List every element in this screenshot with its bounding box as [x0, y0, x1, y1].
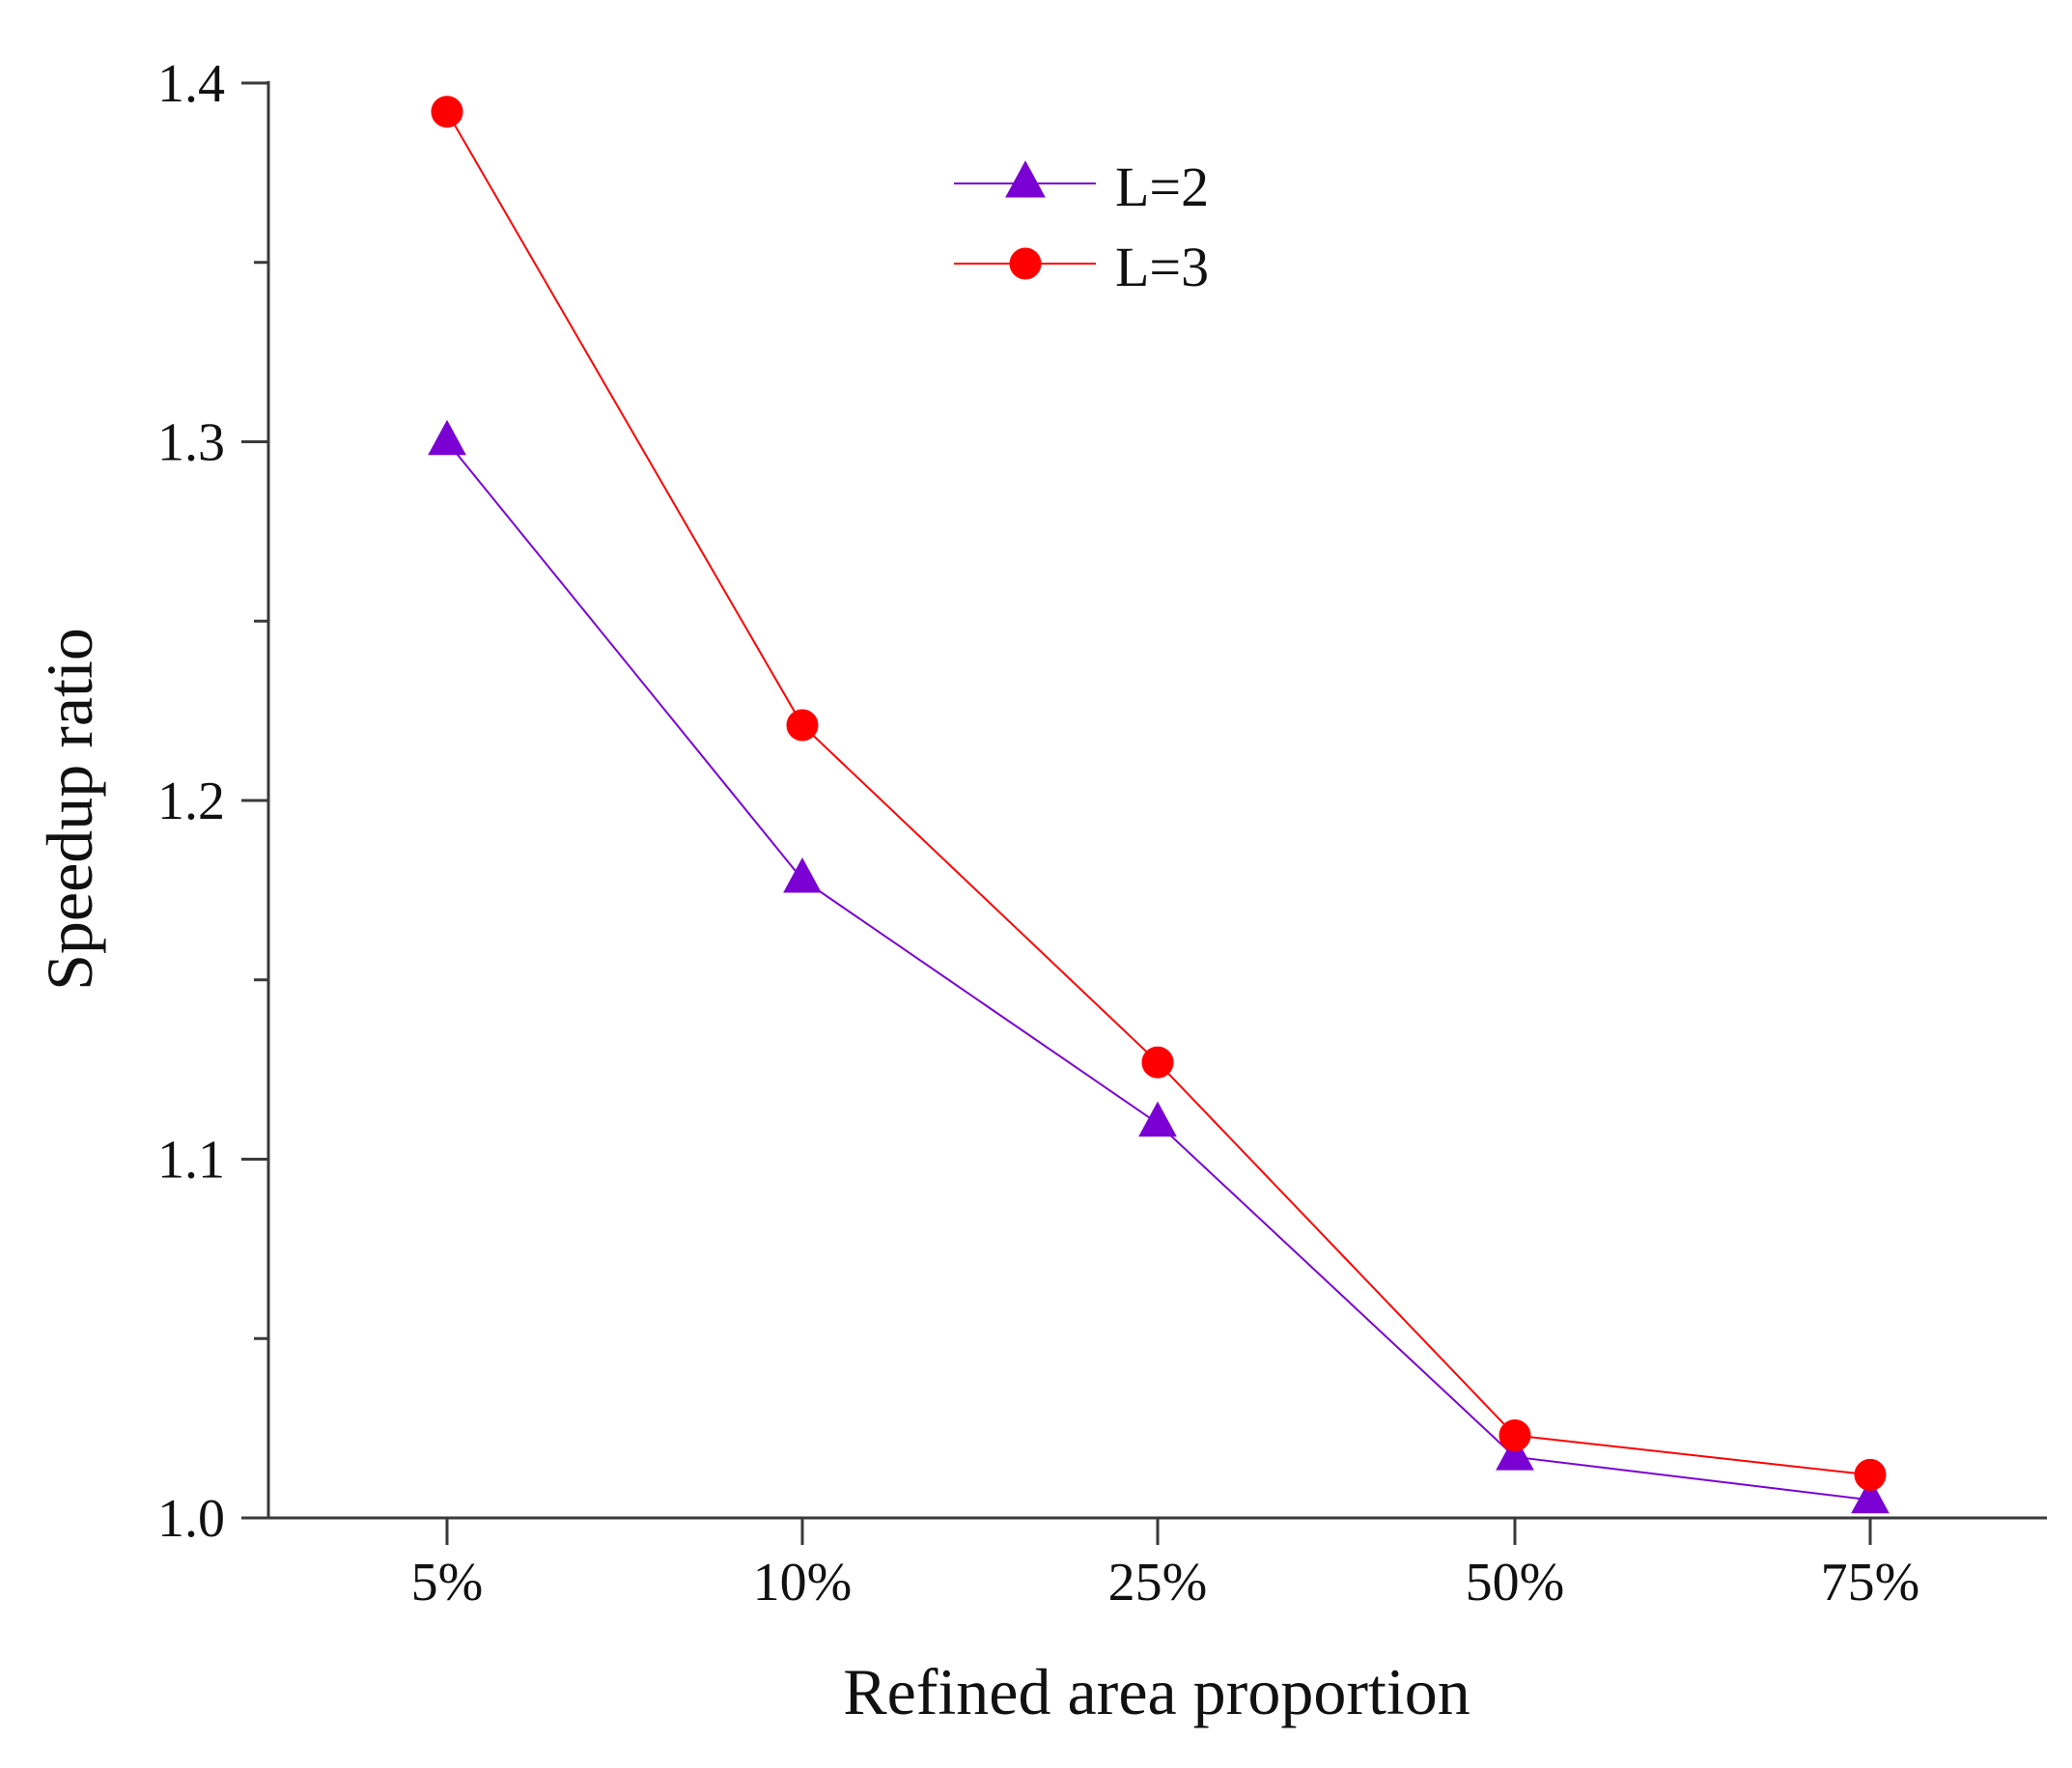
data-point-circle — [431, 96, 463, 128]
series-l3 — [431, 96, 1887, 1491]
y-ticks: 1.0 1.1 1.2 1.3 1.4 — [157, 54, 268, 1549]
legend-label-l3: L=3 — [1115, 236, 1209, 298]
series-line — [446, 440, 1871, 1501]
y-tick-label: 1.4 — [157, 54, 225, 114]
y-tick-label: 1.0 — [157, 1489, 225, 1549]
x-tick-label: 25% — [1108, 1553, 1208, 1613]
data-point-triangle — [1496, 1435, 1534, 1471]
legend-marker-circle — [1009, 247, 1042, 280]
x-ticks: 5% 10% 25% 50% 75% — [411, 1518, 1920, 1613]
data-point-circle — [1854, 1458, 1887, 1491]
series-layer — [428, 96, 1890, 1514]
data-point-triangle — [428, 419, 466, 456]
y-tick-label: 1.1 — [157, 1131, 225, 1191]
x-axis-title: Refined area proportion — [843, 1655, 1470, 1728]
legend: L=2 L=3 — [954, 155, 1209, 298]
series-line — [446, 111, 1871, 1476]
data-point-circle — [1141, 1046, 1174, 1079]
x-tick-label: 50% — [1466, 1553, 1565, 1613]
data-point-circle — [786, 709, 819, 742]
data-point-triangle — [1851, 1477, 1890, 1514]
data-point-triangle — [783, 857, 822, 893]
legend-label-l2: L=2 — [1115, 155, 1209, 218]
x-tick-label: 10% — [753, 1553, 853, 1613]
data-point-circle — [1498, 1419, 1531, 1452]
y-tick-label: 1.3 — [157, 413, 225, 473]
x-tick-label: 75% — [1821, 1553, 1920, 1613]
series-l2 — [428, 419, 1890, 1514]
y-axis-title: Speedup ratio — [33, 628, 106, 991]
x-tick-label: 5% — [411, 1553, 484, 1613]
y-tick-label: 1.2 — [157, 772, 225, 831]
data-point-triangle — [1138, 1101, 1177, 1137]
legend-marker-triangle — [1005, 160, 1046, 198]
